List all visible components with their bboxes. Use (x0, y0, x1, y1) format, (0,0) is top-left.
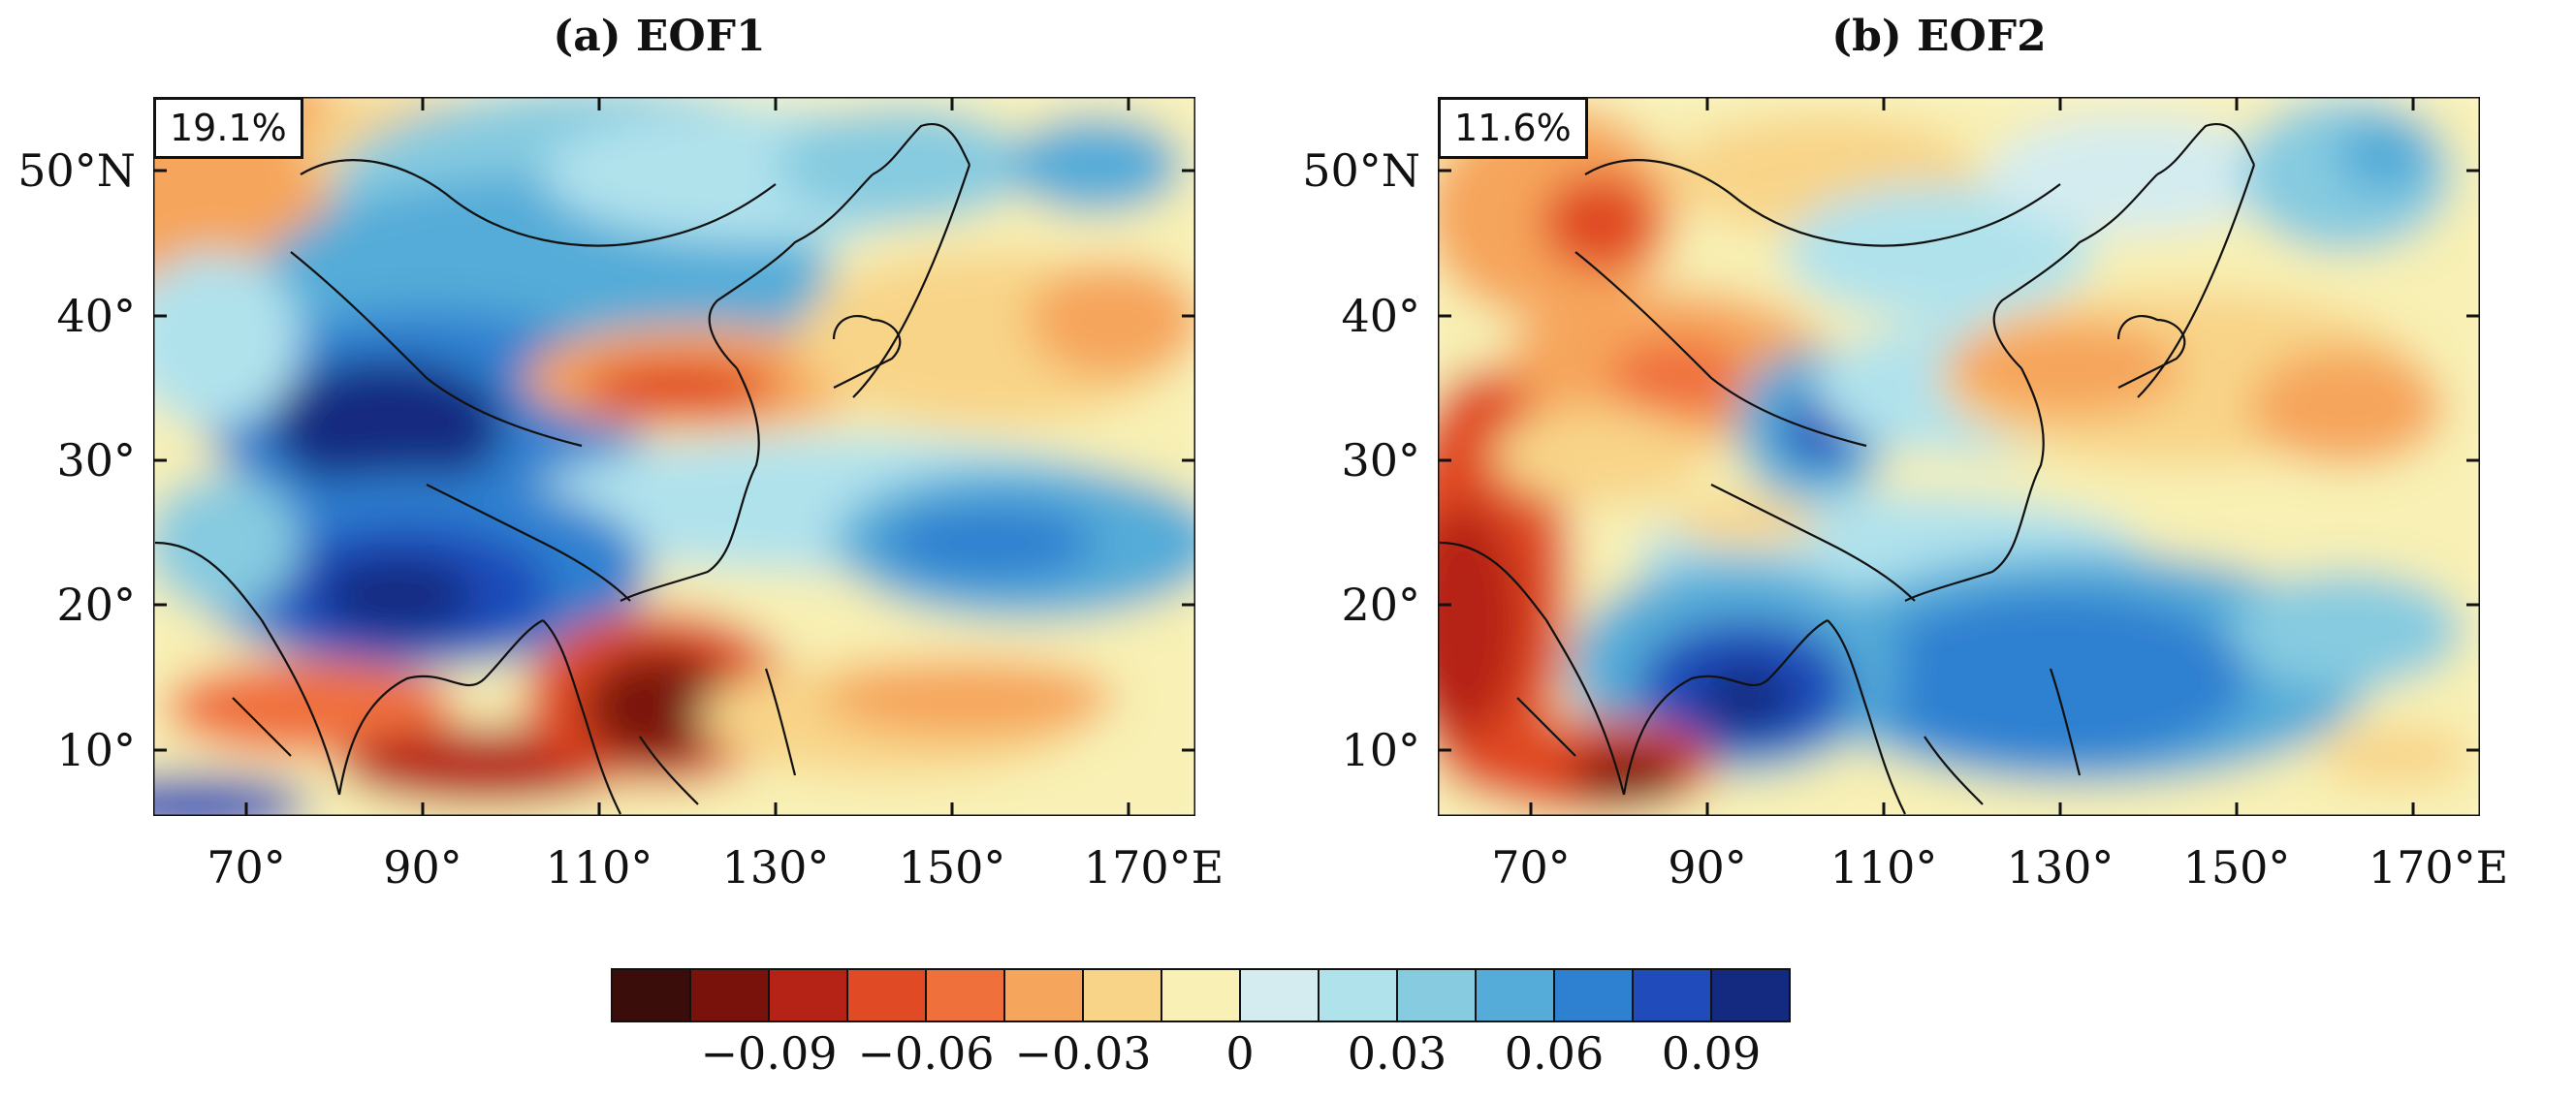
panel-b-lat-label: 30° (1341, 434, 1420, 487)
panel-b-lon-label: 90° (1668, 841, 1747, 894)
panel-b-lon-label: 130° (2006, 841, 2115, 894)
panel-b-lat-label: 10° (1341, 724, 1420, 776)
colorbar-swatch (925, 968, 1005, 1022)
panel-a-lon-label: 90° (383, 841, 462, 894)
colorbar-tick-label: −0.06 (857, 1027, 995, 1080)
panel-b-lon-label: 110° (1829, 841, 1938, 894)
panel-b-lat-label: 50°N (1302, 144, 1420, 197)
panel-b-variance: 11.6% (1438, 97, 1588, 159)
colorbar-tick-label: 0.03 (1347, 1027, 1447, 1080)
colorbar-swatch (1710, 968, 1791, 1022)
colorbar-swatch (768, 968, 848, 1022)
colorbar-swatch (1239, 968, 1320, 1022)
panel-b-lat-label: 40° (1341, 290, 1420, 342)
panel-b-ticks (1438, 97, 2480, 816)
panel-a-lat-label: 30° (56, 434, 136, 487)
panel-a-lat-label: 20° (56, 579, 136, 631)
colorbar-swatch (1082, 968, 1162, 1022)
panel-a-lon-label: 150° (898, 841, 1006, 894)
colorbar (611, 968, 1791, 1022)
colorbar-tick-label: 0.09 (1661, 1027, 1762, 1080)
colorbar-tick-label: −0.09 (700, 1027, 838, 1080)
panel-b-lon-label: 170°E (2368, 841, 2509, 894)
panel-a-lat-label: 40° (56, 290, 136, 342)
colorbar-swatch (611, 968, 691, 1022)
colorbar-swatch (846, 968, 927, 1022)
colorbar-swatch (1475, 968, 1555, 1022)
panel-a-map (153, 97, 1195, 816)
colorbar-tick-label: 0.06 (1504, 1027, 1605, 1080)
panel-a-lat-label: 10° (56, 724, 136, 776)
panel-a-lon-label: 70° (207, 841, 286, 894)
panel-b-map (1438, 97, 2480, 816)
colorbar-tick-label: 0 (1225, 1027, 1255, 1080)
panel-b-title: (b) EOF2 (1831, 12, 2047, 61)
colorbar-swatch (1318, 968, 1398, 1022)
panel-a-title: (a) EOF1 (553, 12, 766, 61)
panel-b-lon-label: 70° (1491, 841, 1571, 894)
panel-a-variance: 19.1% (153, 97, 303, 159)
colorbar-swatch (689, 968, 770, 1022)
panel-b-lon-label: 150° (2182, 841, 2291, 894)
panel-b-lat-label: 20° (1341, 579, 1420, 631)
panel-a-lon-label: 110° (545, 841, 653, 894)
colorbar-swatch (1632, 968, 1712, 1022)
panel-a-lon-label: 130° (721, 841, 830, 894)
colorbar-swatch (1553, 968, 1634, 1022)
colorbar-swatch (1161, 968, 1241, 1022)
colorbar-swatch (1003, 968, 1084, 1022)
colorbar-swatch (1396, 968, 1477, 1022)
panel-a-lat-label: 50°N (17, 144, 136, 197)
colorbar-tick-label: −0.03 (1014, 1027, 1152, 1080)
panel-a-lon-label: 170°E (1083, 841, 1224, 894)
